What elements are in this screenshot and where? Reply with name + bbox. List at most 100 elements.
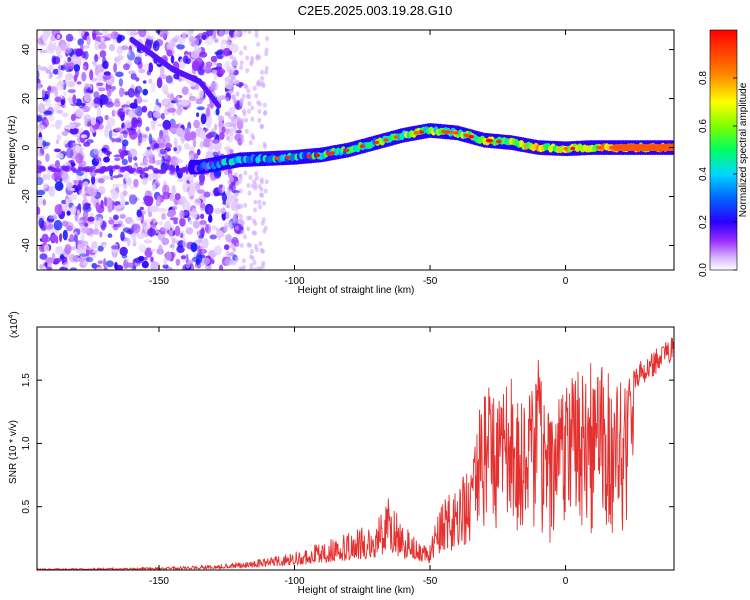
heatmap-cell [59, 233, 63, 243]
heatmap-cell [173, 219, 179, 225]
heatmap-cell [205, 133, 213, 139]
heatmap-cell [191, 60, 200, 71]
heatmap-cell [239, 60, 244, 66]
heatmap-cell [47, 223, 54, 230]
heatmap-cell [87, 216, 95, 222]
heatmap-cell [76, 219, 84, 223]
heatmap-cell [199, 180, 204, 186]
heatmap-cell [246, 242, 251, 248]
heatmap-cell [180, 255, 187, 260]
heatmap-cell [249, 61, 254, 67]
heatmap-cell [44, 99, 52, 103]
heatmap-cell [344, 148, 350, 153]
y-tick-label: -20 [21, 189, 32, 204]
heatmap-cell [141, 105, 148, 113]
heatmap-cell [225, 203, 230, 209]
heatmap-cell [241, 258, 246, 264]
heatmap-cell [120, 198, 126, 208]
heatmap-cell [39, 66, 48, 71]
heatmap-cell [203, 191, 211, 198]
heatmap-cell [43, 244, 50, 253]
heatmap-cell [113, 63, 117, 73]
heatmap-cell [73, 74, 78, 82]
heatmap-cell [227, 114, 232, 120]
heatmap-cell [37, 189, 46, 196]
heatmap-cell [93, 91, 100, 99]
heatmap-cell [37, 70, 40, 80]
heatmap-cell [226, 190, 231, 196]
heatmap-cell [195, 183, 201, 192]
heatmap-cell [37, 180, 40, 186]
heatmap-cell [243, 234, 247, 240]
heatmap-cell [199, 220, 207, 226]
heatmap-cell [113, 214, 119, 221]
heatmap-cell [147, 110, 154, 119]
heatmap-cell [258, 241, 263, 247]
heatmap-cell [211, 225, 217, 231]
heatmap-cell [121, 139, 129, 147]
heatmap-cell [123, 172, 130, 182]
heatmap-cell [184, 131, 193, 142]
heatmap-cell [250, 255, 255, 261]
heatmap-cell [230, 84, 235, 90]
heatmap-cell [127, 49, 131, 56]
heatmap-cell [246, 88, 251, 94]
heatmap-cell [159, 65, 165, 76]
heatmap-cell [151, 81, 156, 93]
heatmap-cell [46, 173, 51, 180]
heatmap-cell [95, 168, 102, 173]
heatmap-cell [54, 204, 63, 215]
heatmap-cell [49, 71, 53, 78]
heatmap-cell [150, 248, 156, 252]
heatmap-cell [55, 245, 64, 255]
heatmap-cell [243, 202, 248, 208]
heatmap-cell [182, 55, 189, 64]
heatmap-cell [161, 98, 170, 107]
heatmap-cell [468, 134, 474, 139]
heatmap-cell [228, 122, 233, 128]
heatmap-cell [197, 148, 201, 156]
heatmap-cell [252, 218, 256, 224]
heatmap-cell [144, 195, 154, 205]
heatmap-cell [213, 30, 217, 40]
heatmap-cell [80, 240, 86, 251]
heatmap-cell [252, 85, 257, 91]
heatmap-cell [230, 182, 237, 192]
heatmap-cell [55, 119, 61, 130]
heatmap-cell [415, 130, 421, 135]
heatmap-cell [81, 226, 91, 234]
heatmap-cell [119, 168, 126, 173]
heatmap-cell [96, 82, 104, 87]
heatmap-cell [201, 248, 206, 254]
heatmap-cell [103, 243, 107, 249]
heatmap-cell [138, 244, 147, 253]
heatmap-cell [220, 207, 226, 214]
heatmap-cell [228, 107, 236, 115]
heatmap-cell [155, 183, 160, 188]
heatmap-cell [199, 172, 205, 184]
heatmap-cell [177, 169, 184, 174]
heatmap-cell [181, 99, 190, 107]
heatmap-cell [100, 37, 105, 42]
heatmap-cell [68, 62, 75, 70]
heatmap-cell [315, 153, 321, 158]
heatmap-cell [227, 173, 232, 179]
heatmap-cell [179, 209, 185, 220]
heatmap-cell [69, 127, 79, 135]
heatmap-cell [215, 230, 224, 238]
heatmap-cell [37, 139, 45, 148]
heatmap-cell [194, 153, 199, 160]
y-tick-label: 0.5 [21, 499, 32, 513]
heatmap-cell [75, 108, 85, 118]
heatmap-cell [419, 130, 424, 134]
heatmap-cell [202, 257, 211, 266]
heatmap-cell [218, 95, 227, 100]
heatmap-cell [94, 53, 98, 63]
heatmap-cell [37, 196, 44, 206]
heatmap-cell [130, 73, 137, 80]
heatmap-cell [63, 91, 67, 97]
heatmap-cell [136, 233, 146, 240]
heatmap-cell [143, 219, 152, 223]
heatmap-cell [173, 97, 178, 103]
heatmap-cell [42, 30, 51, 37]
